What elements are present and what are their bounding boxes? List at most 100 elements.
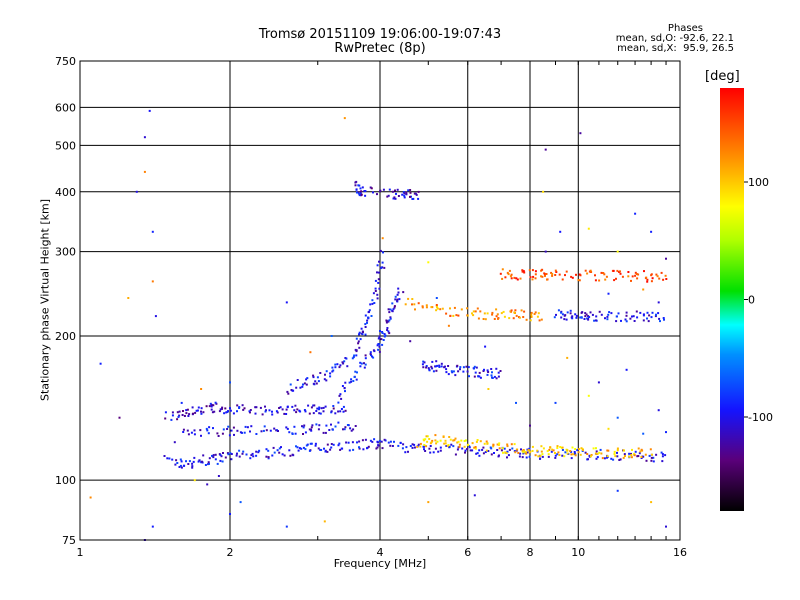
data-point: [250, 425, 253, 428]
data-point: [355, 337, 358, 340]
data-point: [513, 450, 516, 453]
data-point: [289, 454, 292, 457]
data-point: [627, 275, 630, 278]
data-point: [302, 426, 305, 429]
data-point: [294, 432, 297, 435]
data-point: [303, 424, 306, 427]
data-point: [607, 313, 610, 316]
data-point: [187, 433, 190, 436]
data-point: [665, 431, 667, 434]
data-point: [501, 447, 504, 450]
data-point: [191, 466, 194, 469]
data-point: [635, 310, 638, 313]
data-point: [478, 371, 481, 374]
data-point: [407, 450, 409, 453]
data-point: [377, 271, 380, 274]
data-point: [307, 404, 310, 407]
data-point: [204, 464, 207, 466]
data-point: [650, 316, 653, 319]
data-point: [590, 271, 593, 273]
data-point: [642, 313, 645, 316]
data-point: [475, 452, 478, 455]
data-point: [395, 192, 397, 195]
data-point: [507, 273, 510, 276]
data-point: [188, 460, 191, 463]
data-point: [468, 446, 471, 449]
data-point: [616, 451, 618, 454]
data-point: [171, 414, 174, 417]
data-point: [437, 450, 440, 453]
data-point: [463, 445, 466, 448]
data-point: [377, 278, 380, 281]
data-point: [588, 454, 591, 457]
data-point: [519, 452, 522, 455]
data-point: [638, 452, 641, 455]
data-point: [377, 281, 380, 284]
data-point: [556, 453, 559, 456]
data-point: [210, 405, 213, 408]
data-point: [458, 443, 461, 446]
data-point: [483, 312, 486, 315]
data-point: [324, 450, 327, 453]
data-point: [344, 409, 347, 412]
data-point: [200, 412, 203, 415]
data-point: [176, 462, 179, 464]
x-tick-label: 2: [227, 546, 234, 559]
data-point: [434, 434, 437, 437]
data-point: [261, 413, 264, 416]
data-point: [482, 446, 485, 449]
data-point: [310, 426, 313, 429]
data-point: [330, 423, 332, 426]
data-point: [658, 317, 661, 320]
data-point: [515, 314, 518, 317]
data-point: [182, 410, 184, 412]
data-point: [600, 271, 603, 274]
data-point: [357, 342, 360, 345]
data-point: [548, 448, 551, 451]
data-point: [380, 266, 383, 269]
data-point: [431, 367, 434, 370]
data-point: [176, 411, 179, 414]
data-point: [314, 380, 317, 383]
data-point: [217, 475, 220, 477]
grid-lines: [80, 61, 680, 540]
data-point: [181, 414, 184, 416]
data-point: [491, 313, 494, 316]
data-point: [661, 453, 664, 456]
data-point: [664, 454, 667, 457]
data-point: [302, 433, 304, 435]
data-point: [651, 453, 653, 456]
data-point: [354, 184, 357, 187]
data-point: [208, 426, 211, 429]
data-point: [634, 274, 637, 277]
data-point: [424, 450, 427, 452]
data-point: [293, 409, 296, 412]
data-point: [435, 304, 438, 306]
data-point: [304, 410, 307, 413]
data-point: [170, 418, 173, 421]
data-point: [212, 427, 214, 430]
data-point: [574, 454, 577, 457]
data-point: [617, 312, 620, 315]
data-point: [430, 441, 433, 444]
data-point: [633, 320, 636, 322]
data-point: [404, 303, 407, 306]
data-point: [279, 406, 282, 409]
data-point: [214, 453, 217, 456]
data-point: [459, 366, 462, 369]
data-point: [493, 452, 495, 454]
data-point: [213, 410, 216, 413]
data-point: [464, 439, 467, 442]
data-point: [584, 312, 587, 315]
data-point: [521, 270, 524, 273]
data-point: [586, 272, 589, 275]
data-point: [561, 454, 564, 457]
data-point: [434, 447, 437, 450]
colorbar-label: [deg]: [705, 69, 740, 84]
data-point: [178, 410, 181, 413]
data-point: [541, 275, 544, 278]
data-point: [148, 109, 151, 112]
data-point: [661, 455, 664, 458]
data-point: [374, 290, 377, 292]
data-point: [388, 332, 391, 335]
